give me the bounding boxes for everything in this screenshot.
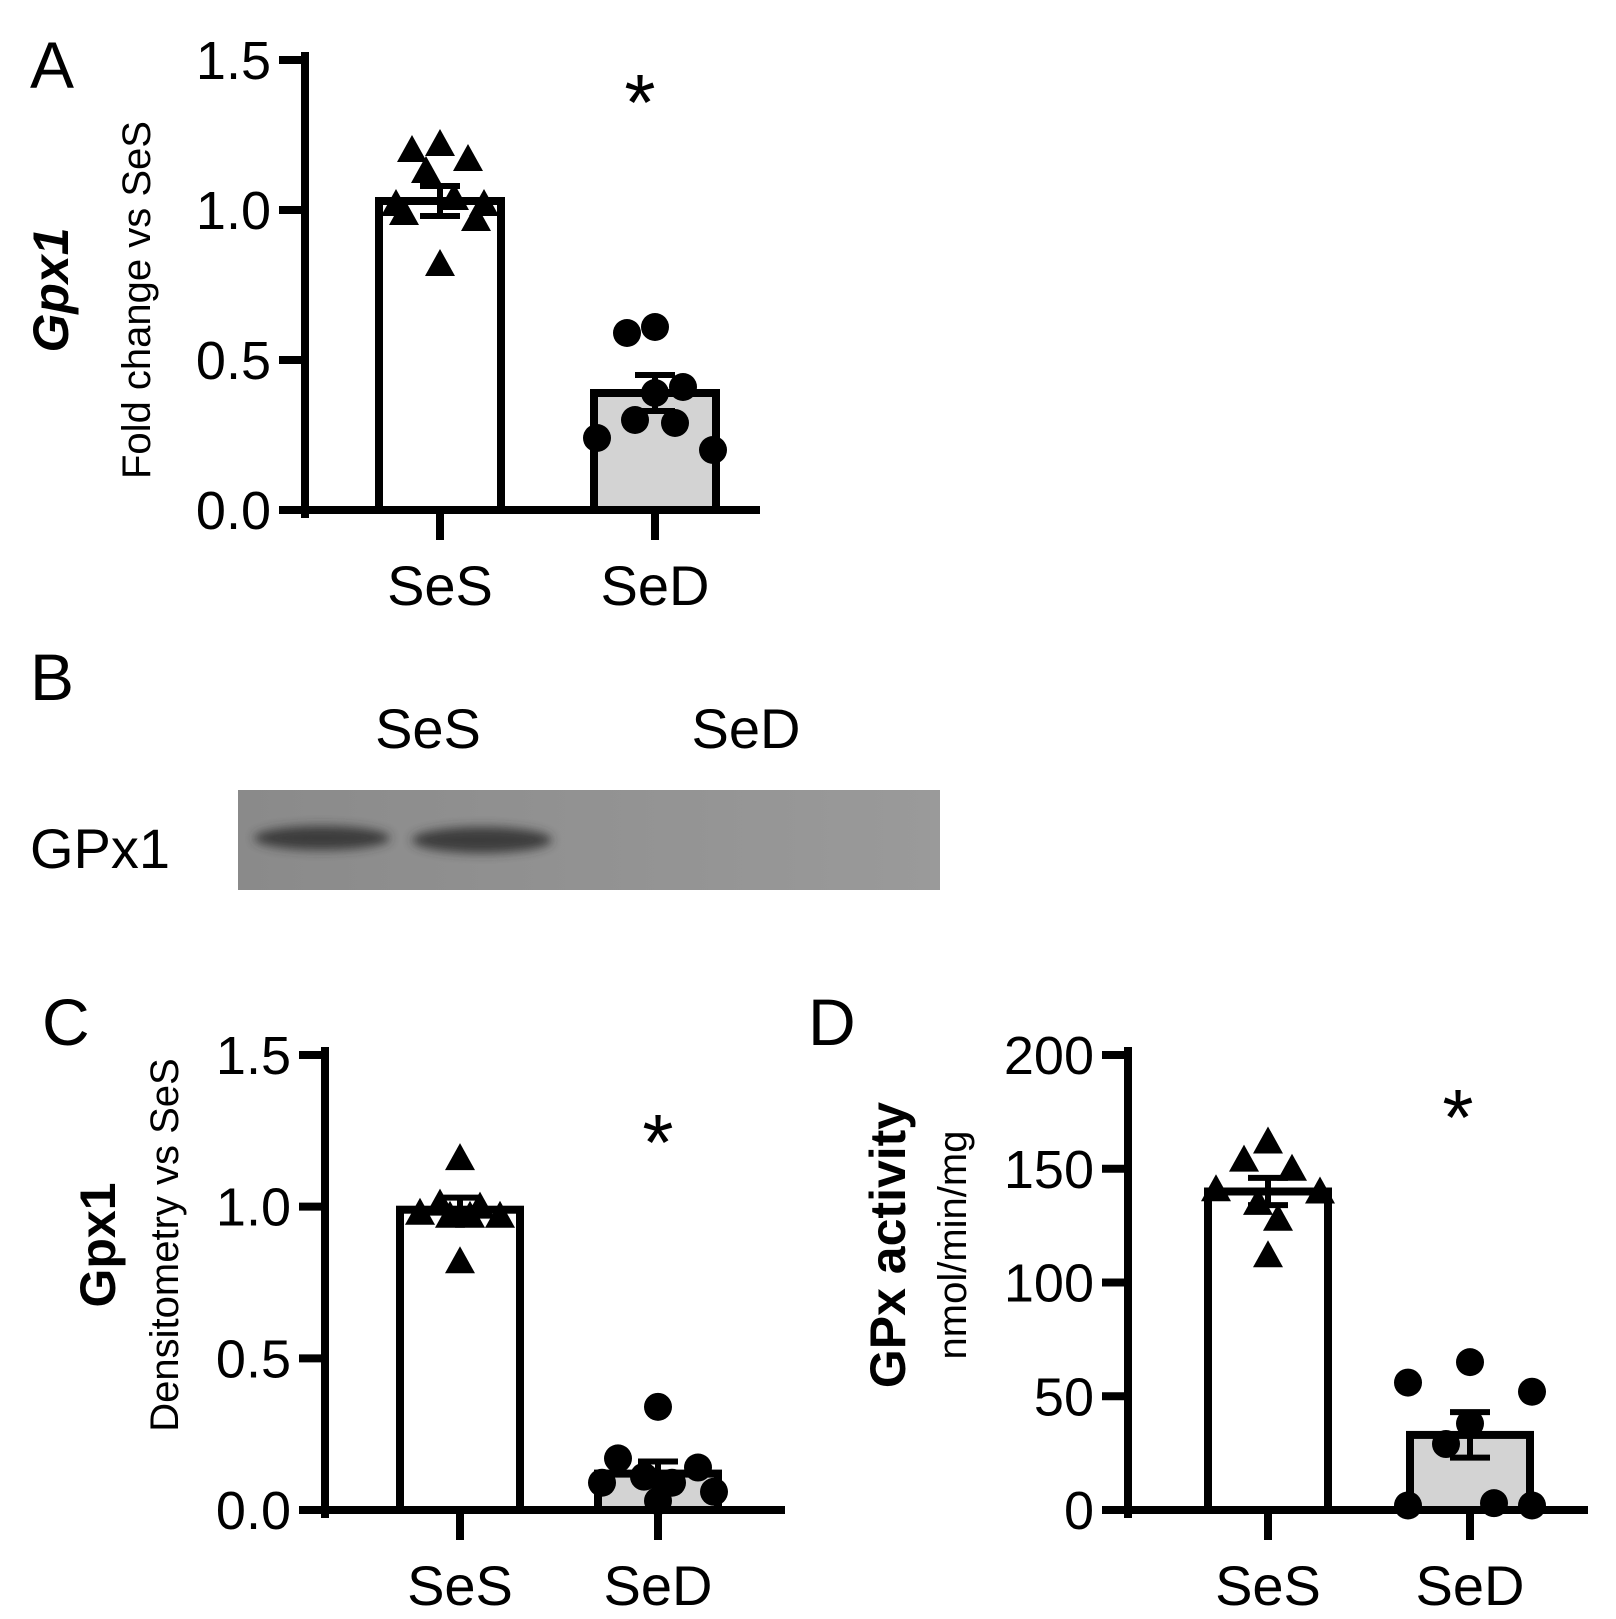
point-d-sed-4	[1432, 1430, 1460, 1459]
y-tick-label-c-2: 1.0	[216, 1178, 291, 1238]
significance-star-c: *	[642, 1098, 673, 1187]
y-axis-subtitle-d: nmol/min/mg	[931, 1131, 975, 1360]
panel-letter-a: A	[30, 28, 74, 102]
y-tick-label-d-4: 200	[1004, 1026, 1094, 1086]
point-c-sed-0	[644, 1392, 672, 1421]
y-axis-subtitle-c: Densitometry vs SeS	[143, 1058, 187, 1431]
y-tick-label-a-2: 1.0	[196, 181, 271, 241]
point-d-sed-6	[1394, 1491, 1422, 1520]
point-a-sed-5	[661, 409, 689, 437]
point-d-ses-4	[1305, 1176, 1335, 1204]
point-d-ses-1	[1229, 1144, 1259, 1172]
category-label-d-ses: SeS	[1215, 1554, 1321, 1617]
point-c-sed-6	[700, 1477, 728, 1506]
point-c-ses-3	[405, 1197, 435, 1225]
y-tick-label-c-0: 0.0	[216, 1481, 291, 1541]
point-d-sed-2	[1518, 1377, 1546, 1406]
point-a-sed-0	[641, 313, 669, 341]
y-tick-label-a-3: 1.5	[196, 31, 271, 91]
point-a-ses-3	[411, 156, 441, 183]
error-bar-d-ses	[1248, 1174, 1288, 1209]
point-d-ses-2	[1277, 1153, 1307, 1181]
point-c-ses-0	[445, 1143, 475, 1171]
point-a-sed-7	[699, 436, 727, 464]
error-bar-a-sed	[635, 372, 675, 414]
point-d-sed-1	[1394, 1368, 1422, 1397]
y-tick-label-d-3: 150	[1004, 1140, 1094, 1200]
western-blot-panel: SeS SeD GPx1	[30, 697, 940, 890]
y-tick-label-c-3: 1.5	[216, 1026, 291, 1086]
error-bar-c-sed	[638, 1458, 678, 1489]
point-a-ses-4	[439, 183, 469, 210]
category-label-d-sed: SeD	[1416, 1554, 1525, 1617]
point-d-ses-7	[1253, 1240, 1283, 1268]
y-tick-label-a-0: 0.0	[196, 481, 271, 541]
y-axis-title-d: GPx activity	[860, 1102, 916, 1388]
point-a-ses-1	[397, 135, 427, 162]
chart-a: 0.0 0.5 1.0 1.5 SeS SeD Gpx1 Fold change vs SeS…	[23, 31, 760, 617]
point-d-ses-0	[1253, 1126, 1283, 1154]
point-c-sed-5	[588, 1468, 616, 1497]
point-a-sed-2	[669, 373, 697, 401]
point-d-ses-3	[1201, 1174, 1231, 1202]
panel-letter-d: D	[808, 985, 856, 1059]
category-label-c-ses: SeS	[407, 1554, 513, 1617]
point-d-ses-6	[1263, 1203, 1293, 1231]
significance-star-a: *	[624, 58, 655, 147]
y-axis-title-a: Gpx1	[23, 227, 79, 352]
error-bar-c-ses	[440, 1194, 480, 1225]
category-label-a-ses: SeS	[387, 554, 493, 617]
point-c-sed-2	[684, 1453, 712, 1482]
point-c-sed-1	[604, 1444, 632, 1473]
y-axis-title-c: Gpx1	[70, 1182, 126, 1307]
point-c-ses-7	[445, 1246, 475, 1274]
category-label-a-sed: SeD	[601, 554, 710, 617]
blot-band-label: GPx1	[30, 817, 170, 880]
point-a-ses-2	[453, 144, 483, 171]
point-c-ses-4	[485, 1200, 515, 1228]
point-a-ses-7	[389, 198, 419, 225]
significance-star-d: *	[1442, 1073, 1473, 1162]
error-bar-a-ses	[420, 183, 460, 219]
point-d-sed-7	[1518, 1491, 1546, 1520]
point-a-ses-9	[425, 249, 455, 276]
blot-lane-label-ses: SeS	[375, 697, 481, 760]
bar-d-sed	[1406, 1430, 1534, 1515]
panel-letter-b: B	[30, 640, 74, 714]
y-tick-label-c-1: 0.5	[216, 1329, 291, 1389]
y-tick-label-d-0: 0	[1064, 1481, 1094, 1541]
blot-band-ses-1	[254, 826, 390, 850]
y-tick-label-d-2: 100	[1004, 1254, 1094, 1314]
bar-a-ses	[375, 197, 505, 514]
point-a-sed-1	[613, 319, 641, 347]
point-a-ses-8	[461, 204, 491, 231]
point-a-sed-6	[583, 424, 611, 452]
blot-lane-label-sed: SeD	[692, 697, 801, 760]
point-a-ses-0	[425, 129, 455, 156]
bar-d-ses	[1204, 1187, 1332, 1514]
chart-c: 0.0 0.5 1.0 1.5 SeS SeD Gpx1 Densitometry vs Se…	[70, 1026, 785, 1617]
chart-d: 0 50 100 150 200 SeS SeD GPx activity nmol/min/m…	[860, 1026, 1588, 1617]
y-tick-label-a-1: 0.5	[196, 331, 271, 391]
blot-band-ses-2	[412, 827, 552, 853]
y-tick-label-d-1: 50	[1034, 1367, 1094, 1427]
point-d-sed-0	[1456, 1348, 1484, 1377]
error-bar-d-sed	[1450, 1409, 1490, 1461]
category-label-c-sed: SeD	[604, 1554, 713, 1617]
y-axis-subtitle-a: Fold change vs SeS	[115, 121, 159, 479]
panel-letter-c: C	[42, 985, 90, 1059]
